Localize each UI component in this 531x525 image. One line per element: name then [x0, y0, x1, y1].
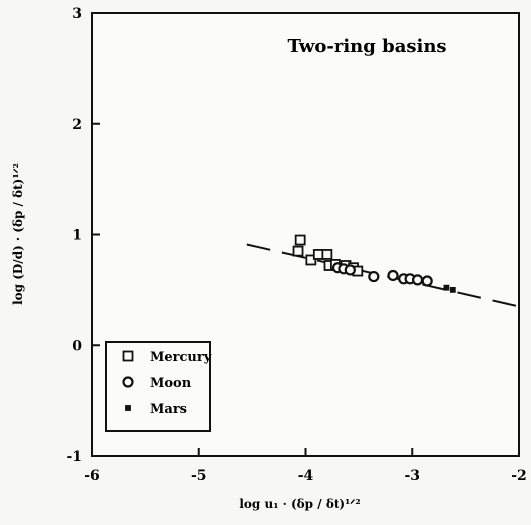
legend-marker-moon [122, 376, 134, 388]
x-tick-label: -5 [191, 468, 207, 484]
mars-point [449, 286, 456, 293]
y-tick-label: 0 [72, 338, 82, 354]
x-tick-label: -6 [84, 468, 100, 484]
mercury-point [321, 249, 333, 260]
y-axis-label: log (D/d) · (δp / δt)¹ᐟ² [11, 163, 25, 305]
x-axis-label: log u₁ · (δp / δt)¹ᐟ² [239, 497, 360, 511]
x-tick-label: -4 [298, 468, 314, 484]
x-tick-label: -2 [511, 468, 527, 484]
x-tick-label: -3 [404, 468, 420, 484]
mercury-point [292, 245, 304, 257]
y-tick-label: 2 [72, 117, 82, 133]
y-tick-label: 1 [72, 228, 82, 244]
legend-label-mars: Mars [150, 402, 187, 417]
moon-point [368, 270, 380, 283]
mercury-point [294, 234, 306, 246]
tick-layer: -6 -5 -4 -3 -2 -1 0 1 2 3 [66, 6, 526, 484]
data-points-layer [292, 234, 456, 293]
mars-point [443, 284, 450, 291]
legend-marker-mars [125, 405, 131, 411]
moon-point [421, 275, 433, 287]
mercury-point [305, 254, 317, 266]
moon-point [344, 264, 356, 276]
trend-line-layer [246, 243, 520, 308]
y-tick-label: -1 [66, 449, 82, 465]
legend-label-moon: Moon [150, 376, 192, 391]
moon-point [411, 274, 424, 286]
trend-line [246, 243, 520, 308]
chart-title: Two-ring basins [287, 36, 446, 57]
legend-label-mercury: Mercury [150, 350, 212, 365]
moon-point [387, 269, 399, 282]
legend-items: Mercury Moon Mars [122, 350, 212, 417]
legend-marker-mercury [122, 350, 134, 362]
y-tick-label: 3 [72, 6, 82, 22]
legend: Mercury Moon Mars [105, 341, 212, 432]
